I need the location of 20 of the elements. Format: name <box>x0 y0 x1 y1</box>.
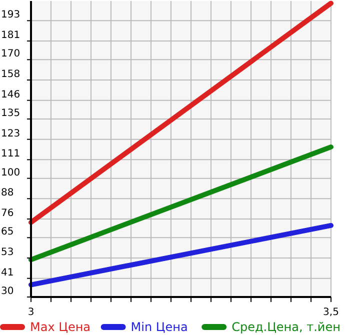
y-tick-label: 76 <box>1 208 14 220</box>
y-tick-label: 135 <box>1 108 20 119</box>
y-tick-label: 170 <box>1 48 20 60</box>
legend-label: Min Цена <box>130 320 188 334</box>
y-tick-label: 146 <box>1 89 20 100</box>
y-tick-label: 30 <box>1 286 14 297</box>
y-tick-label: 53 <box>1 247 14 258</box>
y-tick-label: 88 <box>1 188 14 199</box>
y-tick-label: 123 <box>1 128 20 140</box>
legend-label: Сред.Цена, т.йен <box>232 320 340 334</box>
y-tick-label: 111 <box>1 148 20 160</box>
y-tick-label: 65 <box>1 226 14 238</box>
y-tick-label: 158 <box>1 69 20 80</box>
x-tick-label: 3,5 <box>323 307 339 318</box>
y-tick-label: 181 <box>1 30 20 42</box>
x-tick-label: 3 <box>28 307 34 318</box>
y-tick-label: 100 <box>1 167 20 178</box>
legend-label: Max Цена <box>30 320 91 334</box>
y-tick-label: 41 <box>1 267 14 278</box>
y-tick-label: 193 <box>1 10 20 21</box>
